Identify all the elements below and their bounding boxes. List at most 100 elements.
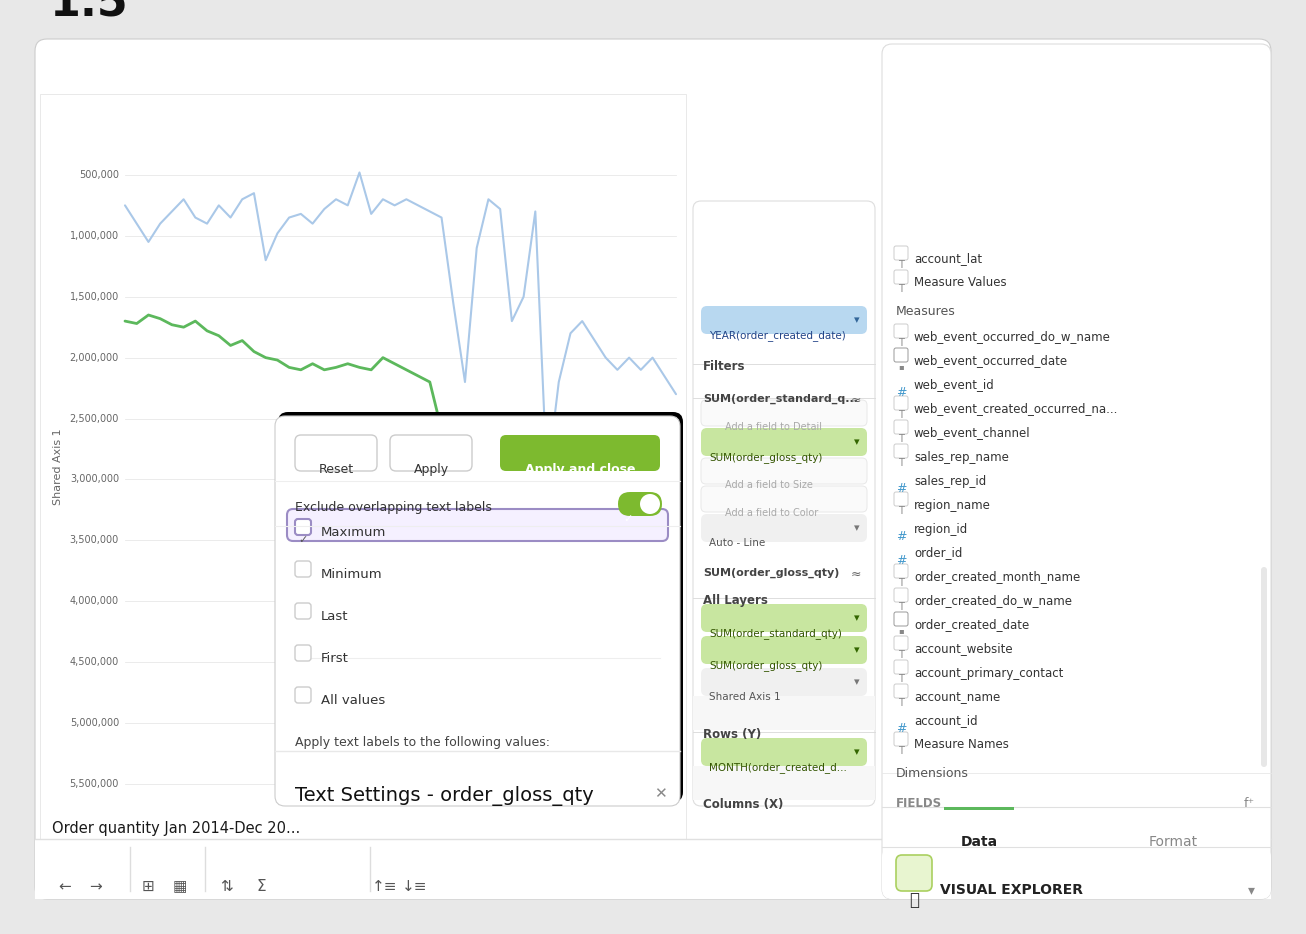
Text: T: T bbox=[899, 284, 904, 294]
Text: order_created_do_w_name: order_created_do_w_name bbox=[914, 595, 1072, 607]
Text: #: # bbox=[896, 722, 906, 735]
Text: T: T bbox=[899, 260, 904, 270]
FancyBboxPatch shape bbox=[295, 435, 377, 471]
Text: sales_rep_id: sales_rep_id bbox=[914, 474, 986, 488]
FancyBboxPatch shape bbox=[295, 603, 311, 619]
FancyBboxPatch shape bbox=[701, 306, 867, 334]
Text: MONTH(order_created_d...: MONTH(order_created_d... bbox=[709, 762, 846, 773]
Text: Columns (X): Columns (X) bbox=[703, 798, 784, 811]
Circle shape bbox=[640, 494, 660, 514]
Text: account_id: account_id bbox=[914, 715, 978, 728]
Text: #: # bbox=[896, 386, 906, 399]
FancyBboxPatch shape bbox=[895, 396, 908, 410]
Text: SUM(order_standard_qty): SUM(order_standard_qty) bbox=[709, 628, 842, 639]
Text: ▾: ▾ bbox=[854, 645, 859, 655]
FancyBboxPatch shape bbox=[895, 588, 908, 602]
FancyBboxPatch shape bbox=[278, 412, 683, 802]
FancyBboxPatch shape bbox=[701, 428, 867, 456]
Text: region_name: region_name bbox=[914, 499, 991, 512]
Text: Last: Last bbox=[321, 611, 349, 624]
Text: Add a field to Detail: Add a field to Detail bbox=[725, 422, 821, 432]
Text: Exclude overlapping text labels: Exclude overlapping text labels bbox=[295, 502, 492, 515]
FancyBboxPatch shape bbox=[500, 435, 660, 471]
Text: account_primary_contact: account_primary_contact bbox=[914, 667, 1063, 680]
Bar bbox=[35, 839, 1271, 899]
Text: #: # bbox=[896, 482, 906, 495]
Text: 4,500,000: 4,500,000 bbox=[69, 658, 119, 667]
Text: All values: All values bbox=[321, 695, 385, 707]
Text: ▾: ▾ bbox=[854, 437, 859, 447]
Text: sales_rep_name: sales_rep_name bbox=[914, 450, 1008, 463]
FancyBboxPatch shape bbox=[295, 519, 311, 535]
Text: Dimensions: Dimensions bbox=[896, 767, 969, 780]
FancyBboxPatch shape bbox=[882, 847, 1271, 899]
Text: Measures: Measures bbox=[896, 305, 956, 318]
Text: ↑≡: ↑≡ bbox=[372, 879, 398, 894]
Text: ≈: ≈ bbox=[850, 568, 861, 581]
Text: 2,500,000: 2,500,000 bbox=[69, 414, 119, 423]
Text: 2,591,439: 2,591,439 bbox=[411, 441, 471, 454]
Text: Measure Names: Measure Names bbox=[914, 739, 1008, 752]
Text: Add a field to Size: Add a field to Size bbox=[725, 480, 812, 490]
Text: account_website: account_website bbox=[914, 643, 1012, 656]
Text: T: T bbox=[899, 650, 904, 660]
FancyBboxPatch shape bbox=[693, 201, 875, 806]
Text: Text Settings - order_gloss_qty: Text Settings - order_gloss_qty bbox=[295, 786, 594, 806]
FancyBboxPatch shape bbox=[701, 486, 867, 512]
FancyBboxPatch shape bbox=[1262, 567, 1267, 767]
Text: Σ: Σ bbox=[256, 879, 266, 894]
Text: ✕: ✕ bbox=[653, 786, 666, 801]
Text: T: T bbox=[899, 674, 904, 684]
Text: 4,000,000: 4,000,000 bbox=[71, 596, 119, 606]
Text: ▦: ▦ bbox=[172, 879, 187, 894]
FancyBboxPatch shape bbox=[701, 514, 867, 542]
Text: 1.5: 1.5 bbox=[50, 0, 129, 25]
Text: ▾: ▾ bbox=[1247, 883, 1255, 897]
Text: Rows (Y): Rows (Y) bbox=[703, 728, 761, 741]
Text: ▪: ▪ bbox=[899, 626, 904, 635]
Text: ✓: ✓ bbox=[623, 514, 632, 524]
FancyBboxPatch shape bbox=[35, 39, 1271, 899]
FancyBboxPatch shape bbox=[895, 684, 908, 698]
Text: web_event_id: web_event_id bbox=[914, 378, 995, 391]
Text: Apply and close: Apply and close bbox=[525, 463, 635, 476]
FancyBboxPatch shape bbox=[895, 324, 908, 338]
Text: T: T bbox=[899, 698, 904, 708]
Text: T: T bbox=[899, 602, 904, 612]
Text: Shared Axis 1: Shared Axis 1 bbox=[54, 429, 63, 505]
Text: ▾: ▾ bbox=[854, 523, 859, 533]
Text: Format: Format bbox=[1148, 835, 1198, 849]
Text: Apply text labels to the following values:: Apply text labels to the following value… bbox=[295, 736, 550, 749]
FancyBboxPatch shape bbox=[895, 492, 908, 506]
Text: web_event_occurred_do_w_name: web_event_occurred_do_w_name bbox=[914, 331, 1111, 344]
Text: 5,000,000: 5,000,000 bbox=[69, 718, 119, 729]
FancyBboxPatch shape bbox=[895, 420, 908, 434]
Bar bbox=[693, 766, 875, 800]
Text: region_id: region_id bbox=[914, 522, 968, 535]
Text: ▪: ▪ bbox=[899, 362, 904, 371]
FancyBboxPatch shape bbox=[882, 44, 1271, 899]
Text: SUM(order_standard_q...: SUM(order_standard_q... bbox=[703, 394, 858, 404]
Bar bbox=[40, 94, 686, 839]
FancyBboxPatch shape bbox=[895, 246, 908, 260]
Bar bbox=[693, 696, 875, 730]
Text: order_created_date: order_created_date bbox=[914, 618, 1029, 631]
Text: T: T bbox=[899, 506, 904, 516]
Text: f⁺: f⁺ bbox=[1243, 797, 1255, 810]
Text: 5,500,000: 5,500,000 bbox=[69, 779, 119, 789]
FancyBboxPatch shape bbox=[895, 612, 908, 626]
Text: ▾: ▾ bbox=[854, 747, 859, 757]
Text: Add a field to Color: Add a field to Color bbox=[725, 508, 819, 518]
FancyBboxPatch shape bbox=[701, 668, 867, 696]
Text: VISUAL EXPLORER: VISUAL EXPLORER bbox=[940, 883, 1083, 897]
Text: T: T bbox=[899, 578, 904, 588]
Text: 1,000,000: 1,000,000 bbox=[71, 231, 119, 241]
Text: web_event_channel: web_event_channel bbox=[914, 427, 1030, 440]
Text: Reset: Reset bbox=[319, 463, 354, 476]
FancyBboxPatch shape bbox=[295, 561, 311, 577]
FancyBboxPatch shape bbox=[895, 270, 908, 284]
Text: 2,000,000: 2,000,000 bbox=[69, 353, 119, 362]
Text: ↓≡: ↓≡ bbox=[402, 879, 428, 894]
FancyBboxPatch shape bbox=[390, 435, 471, 471]
Text: T: T bbox=[899, 434, 904, 444]
